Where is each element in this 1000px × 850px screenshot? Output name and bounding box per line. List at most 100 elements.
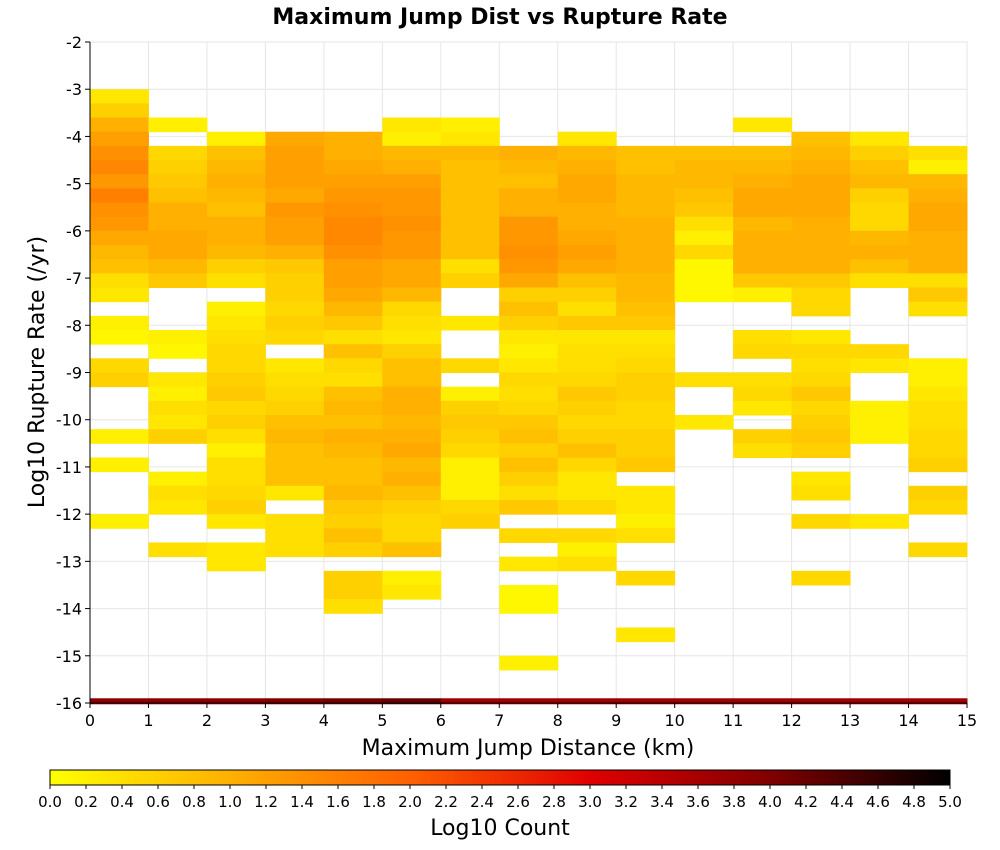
heatmap-cell (850, 160, 910, 175)
heatmap-cell (323, 542, 383, 558)
heatmap-cell (616, 414, 676, 430)
heatmap-cell (382, 358, 442, 373)
heatmap-cell (323, 499, 383, 515)
heatmap-cell (908, 301, 968, 317)
heatmap-cell (90, 216, 149, 232)
heatmap-cell (557, 457, 617, 473)
heatmap-cell (791, 188, 851, 204)
colorbar-tick-label: 2.6 (506, 793, 530, 811)
heatmap-cell (908, 202, 968, 218)
heatmap-cell (148, 698, 208, 705)
colorbar-tick-label: 0.0 (38, 793, 62, 811)
heatmap-cell (908, 174, 968, 189)
heatmap-cell (674, 188, 734, 204)
heatmap-cell (616, 627, 676, 643)
heatmap-cell (265, 471, 325, 487)
heatmap-cell (323, 584, 383, 600)
heatmap-cell (440, 259, 500, 274)
heatmap-cell (382, 471, 442, 487)
heatmap-cell (206, 542, 266, 558)
y-tick-label: -9 (66, 364, 82, 383)
heatmap-cell (90, 188, 149, 204)
heatmap-cell (90, 202, 149, 218)
heatmap-cell (265, 188, 325, 204)
heatmap-cell (499, 202, 559, 218)
heatmap-cell (499, 174, 559, 189)
x-tick-label: 12 (781, 711, 801, 730)
heatmap-cell (557, 174, 617, 189)
colorbar-tick-label: 4.2 (794, 793, 818, 811)
heatmap-cell (557, 429, 617, 444)
heatmap-cell (206, 330, 266, 345)
heatmap-cell (733, 400, 793, 416)
heatmap-cell (791, 344, 851, 359)
x-tick-label: 10 (664, 711, 684, 730)
heatmap-cell (616, 245, 676, 260)
heatmap-cell (265, 202, 325, 218)
heatmap-cell (382, 414, 442, 430)
heatmap-cell (148, 160, 208, 175)
heatmap-cell (382, 202, 442, 218)
y-tick-label: -3 (66, 80, 82, 99)
heatmap-cell (616, 344, 676, 359)
heatmap-cell (616, 485, 676, 501)
heatmap-cell (382, 230, 442, 246)
heatmap-cell (791, 358, 851, 373)
heatmap-cell (90, 372, 149, 388)
x-tick-label: 8 (553, 711, 563, 730)
heatmap-cell (791, 414, 851, 430)
heatmap-cell (791, 287, 851, 303)
heatmap-cell (616, 145, 676, 161)
heatmap-cell (616, 259, 676, 274)
heatmap-cell (323, 216, 383, 232)
heatmap-cell (90, 245, 149, 260)
heatmap-cell (382, 245, 442, 260)
heatmap-cell (90, 287, 149, 303)
heatmap-cell (323, 400, 383, 416)
heatmap-cell (791, 400, 851, 416)
heatmap-cell (440, 499, 500, 515)
heatmap-cell (440, 471, 500, 487)
colorbar-tick-label: 1.0 (218, 793, 242, 811)
colorbar-ticks: 0.0 0.2 0.4 0.6 0.8 1.0 1.2 1.4 1.6 1.8 2.0 2.2 2.4 2… (38, 785, 962, 811)
heatmap-cell (440, 145, 500, 161)
heatmap-cell (148, 117, 208, 133)
heatmap-cell (323, 358, 383, 373)
heatmap-cell (791, 174, 851, 189)
heatmap-cell (206, 514, 266, 529)
heatmap-cell (557, 160, 617, 175)
heatmap-cell (616, 698, 676, 705)
heatmap-cell (908, 542, 968, 558)
heatmap-cell (90, 259, 149, 274)
heatmap-cell (674, 216, 734, 232)
heatmap-cell (733, 344, 793, 359)
heatmap-cell (265, 514, 325, 529)
heatmap-cell (148, 400, 208, 416)
heatmap-cell (148, 344, 208, 359)
y-tick-label: -8 (66, 316, 82, 335)
heatmap-cell (791, 301, 851, 317)
heatmap-cell (499, 358, 559, 373)
heatmap-cell (499, 273, 559, 289)
heatmap-cell (323, 202, 383, 218)
heatmap-cell (674, 698, 734, 705)
colorbar-tick-label: 1.6 (326, 793, 350, 811)
heatmap-cell (382, 400, 442, 416)
heatmap-cell (850, 202, 910, 218)
heatmap-cell (382, 216, 442, 232)
heatmap-cell (499, 443, 559, 458)
heatmap-cell (557, 372, 617, 388)
heatmap-cell (323, 145, 383, 161)
heatmap-cell (733, 174, 793, 189)
heatmap-cell (791, 216, 851, 232)
heatmap-cell (206, 471, 266, 487)
heatmap-cell (616, 443, 676, 458)
heatmap-cell (265, 414, 325, 430)
heatmap-cell (206, 188, 266, 204)
heatmap-cell (616, 372, 676, 388)
heatmap-cell (148, 230, 208, 246)
colorbar-tick-label: 2.4 (470, 793, 494, 811)
heatmap-cell (440, 358, 500, 373)
heatmap-cell (499, 414, 559, 430)
